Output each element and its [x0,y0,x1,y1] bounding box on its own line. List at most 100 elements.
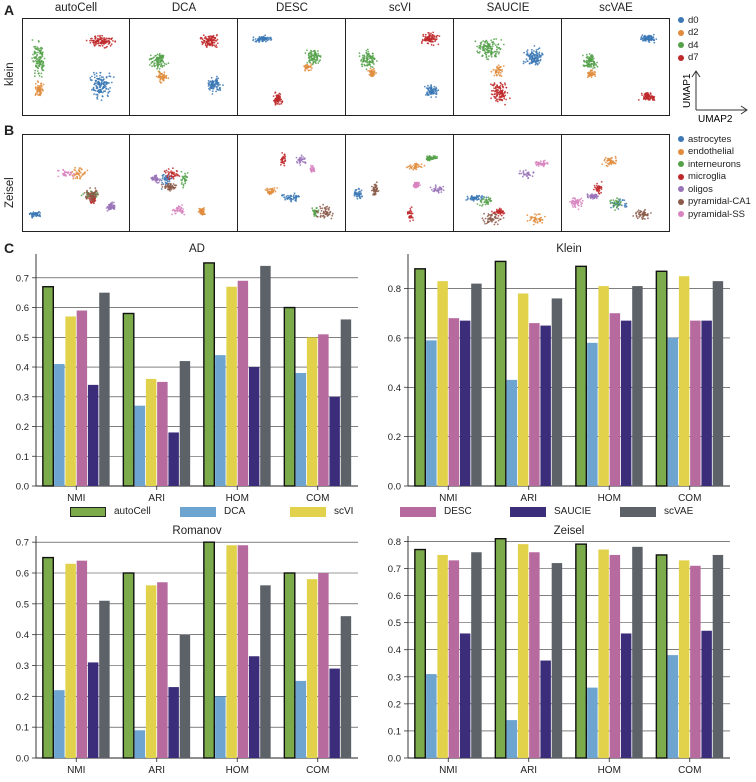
legend-label: microglia [688,171,727,183]
bar-autocell-com [283,572,296,759]
y-tick-label: 0.5 [16,333,29,344]
legend-dot-icon [678,161,684,168]
x-tick-label: NMI [67,493,85,504]
bar-saucie-ari [168,687,179,758]
bar-desc-nmi [448,318,460,486]
umap-plot-zeisel-scvi [346,134,454,232]
bar-dca-ari [506,720,518,758]
y-tick-label: 0.2 [16,692,29,703]
bar-autocell-ari [494,260,507,487]
method-label-scvae: scVAE [599,2,633,14]
umap-row-klein [22,18,670,116]
bar-saucie-hom [620,633,632,758]
y-tick-label: 0.4 [388,383,401,394]
bar-autocell-hom [575,543,588,759]
bar-dca-ari [134,405,146,486]
bar-scvi-hom [598,286,609,486]
row-label-klein: klein [4,62,16,86]
x-tick-label: HOM [226,493,249,504]
bar-autocell-ari [494,538,507,759]
umap-axis-indicator: UMAP1 UMAP2 [682,70,748,124]
legend-dot-icon [678,173,684,180]
umap-plot-zeisel-autocell [22,134,130,232]
y-tick-label: 0.5 [388,618,401,629]
umap-plot-zeisel-dca [130,134,238,232]
bar-scvi-hom [598,549,609,758]
bar-dca-hom [215,355,226,486]
chart-title: Klein [556,243,582,255]
bar-dca-com [667,655,679,758]
bar-saucie-hom [248,367,260,486]
legend-label: d4 [688,39,699,51]
bar-desc-hom [237,280,249,486]
bar-saucie-ari [540,325,551,486]
legend-klein: d0 d2 d4 d7 [678,14,699,64]
x-tick-label: ARI [148,493,165,504]
bar-desc-nmi [448,560,460,758]
bar-scvae-com [712,554,724,758]
legend-dot-icon [678,148,684,155]
legend-dot-icon [678,211,684,218]
y-tick-label: 0.1 [16,452,29,463]
bar-dca-ari [506,379,518,486]
bar-legend-item-scvi: scVI [290,506,353,517]
x-tick-label: COM [678,765,701,776]
umap-plot-klein-autocell [22,18,130,116]
bar-scvi-nmi [65,316,76,486]
bar-legend-item-autocell: autoCell [70,506,151,517]
bar-dca-nmi [54,690,65,758]
legend-item-d0: d0 [678,14,699,27]
bar-dca-nmi [426,340,437,486]
method-label-dca: DCA [171,2,197,14]
x-tick-label: HOM [598,493,621,504]
y-tick-label: 0.1 [388,726,401,737]
chart-title: Zeisel [554,525,585,537]
x-tick-label: COM [306,765,329,776]
bar-desc-ari [529,552,540,758]
panel-a-label: A [4,2,15,18]
row-label-zeisel: Zeisel [4,177,16,208]
y-tick-label: 0.0 [16,754,29,765]
bar-dca-hom [587,687,598,758]
bar-autocell-hom [203,541,216,759]
y-tick-label: 0.2 [16,422,29,433]
x-tick-label: COM [306,493,329,504]
bar-scvae-hom [632,286,643,486]
y-tick-label: 0.7 [388,564,401,575]
bar-scvae-ari [179,634,191,758]
bar-autocell-ari [122,312,135,487]
bar-dca-ari [134,730,146,758]
umap-plot-klein-saucie [454,18,562,116]
bar-scvae-ari [551,563,563,758]
bar-desc-ari [529,323,540,486]
bar-scvi-com [678,560,690,758]
method-label-saucie: SAUCIE [486,2,530,14]
bar-saucie-nmi [87,384,99,486]
y-tick-label: 0.4 [388,645,401,656]
legend-swatch-icon [70,506,106,517]
legend-item-astrocytes: astrocytes [678,133,751,146]
bar-scvae-hom [632,546,643,758]
legend-dot-icon [678,198,684,205]
bar-legend-label: scVI [334,506,354,517]
legend-dot-icon [678,54,684,61]
umap-plot-klein-dca [130,18,238,116]
bar-autocell-com [655,270,668,487]
x-tick-label: ARI [520,493,537,504]
x-tick-label: COM [678,493,701,504]
bar-legend-item-scvae: scVAE [620,506,693,517]
legend-label: d7 [688,52,699,64]
bar-scvae-nmi [99,292,110,486]
bar-autocell-hom [203,262,216,487]
bar-autocell-nmi [42,286,55,487]
bar-autocell-com [655,554,668,759]
bar-scvi-com [306,337,318,486]
legend-dot-icon [678,17,684,24]
bar-dca-hom [587,342,598,486]
y-tick-label: 0.5 [16,599,29,610]
bar-dca-nmi [54,364,65,486]
umap-plot-zeisel-saucie [454,134,562,232]
bar-scvi-ari [517,544,529,758]
legend-swatch-icon [180,506,216,517]
umap-arrow-up-icon [691,70,701,78]
